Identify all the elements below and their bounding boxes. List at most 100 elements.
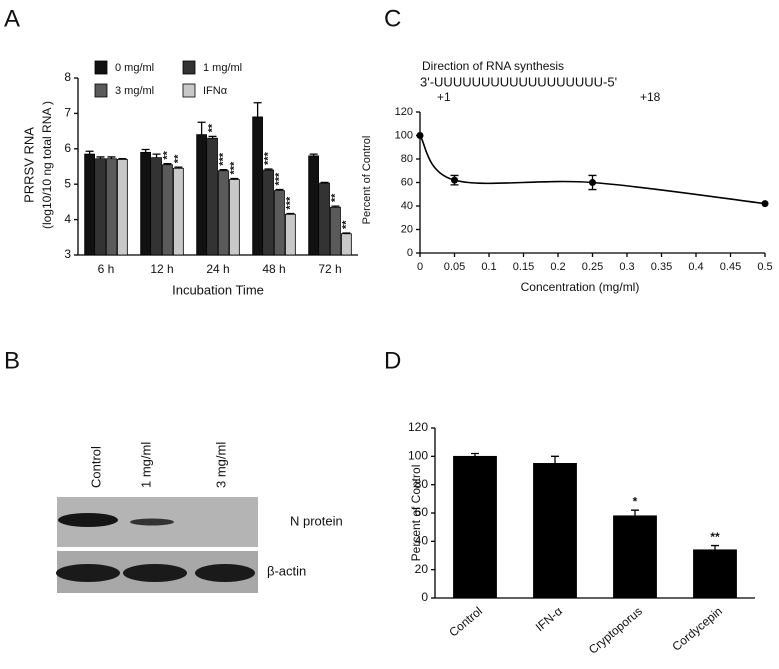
- significance: ***: [228, 161, 240, 175]
- bar: [453, 455, 497, 599]
- x-tick-label: 0.15: [513, 261, 534, 273]
- bar: [263, 169, 274, 256]
- x-tick-label: 0.4: [688, 261, 703, 273]
- band: [195, 564, 255, 582]
- significance: *: [633, 494, 638, 508]
- error-bar: [174, 166, 183, 169]
- x-tick-label: 0.05: [444, 261, 465, 273]
- y-tick-label: 120: [395, 106, 413, 118]
- point: [761, 200, 769, 208]
- y-tick-label: 4: [64, 212, 71, 226]
- panel-letter: A: [4, 5, 20, 32]
- y-axis-label: Percent of Control: [361, 136, 373, 225]
- x-tick-label: 0.3: [619, 261, 634, 273]
- significance: ***: [284, 196, 296, 210]
- error-bar: [141, 148, 150, 153]
- significance: ***: [273, 172, 285, 186]
- y-tick-label: 0: [407, 247, 413, 259]
- legend-label: 0 mg/ml: [115, 62, 154, 74]
- line: [419, 135, 766, 205]
- error-bar: [264, 168, 273, 171]
- error-bar: [219, 169, 228, 171]
- y-axis-label: Percent of Control: [409, 465, 423, 562]
- x-tick-label: Control: [446, 604, 485, 640]
- bar: [207, 137, 218, 256]
- start-label: +1: [437, 90, 451, 104]
- error-bar: [208, 135, 217, 139]
- bar: [252, 116, 263, 256]
- x-tick-label: 0.45: [720, 261, 741, 273]
- error-bar: [152, 153, 161, 158]
- error-bar: [331, 205, 340, 208]
- error-bar: [342, 232, 351, 234]
- x-tick-label: 0: [417, 261, 423, 273]
- bar: [106, 158, 117, 256]
- x-tick-label: IFN-α: [533, 604, 565, 634]
- significance: **: [206, 123, 218, 132]
- y-tick-label: 0: [421, 590, 428, 604]
- annotation: Direction of RNA synthesis: [422, 59, 564, 73]
- x-tick-label: 0.25: [582, 261, 603, 273]
- x-tick-label: 72 h: [318, 262, 341, 276]
- y-tick-label: 60: [415, 505, 429, 519]
- bar: [117, 159, 128, 256]
- significance: **: [340, 220, 352, 229]
- y-tick-label: 7: [64, 106, 71, 120]
- legend-swatch: [182, 83, 196, 98]
- y-tick-label: 80: [401, 153, 413, 165]
- error-bar: [253, 102, 262, 117]
- error-bar: [163, 163, 172, 165]
- bar: [341, 233, 352, 256]
- x-tick-label: 0.2: [550, 261, 565, 273]
- bar: [162, 164, 173, 256]
- legend-swatch: [94, 83, 108, 98]
- row-label: N protein: [290, 513, 343, 528]
- y-tick-label: 5: [64, 176, 71, 190]
- error-bar: [96, 156, 105, 159]
- band: [56, 564, 120, 582]
- bar: [330, 206, 341, 256]
- band: [130, 518, 174, 526]
- y-tick-label: 6: [64, 141, 71, 155]
- panel-letter: B: [4, 347, 20, 374]
- significance: **: [172, 154, 184, 163]
- legend-swatch: [182, 60, 196, 75]
- y-tick-label: 3: [64, 247, 71, 261]
- x-tick-label: Cordycepin: [669, 604, 725, 654]
- bar: [84, 153, 95, 256]
- error-bar: [197, 121, 206, 135]
- bar: [613, 515, 657, 599]
- bar: [196, 134, 207, 256]
- y-tick-label: 20: [401, 223, 413, 235]
- y-tick-label: 100: [408, 449, 428, 463]
- x-tick-label: 0.1: [481, 261, 496, 273]
- bar: [218, 170, 229, 256]
- lane-label: 3 mg/ml: [213, 442, 228, 488]
- x-tick-label: 24 h: [206, 262, 229, 276]
- y-axis-label: (log10/10 ng total RNA ): [40, 101, 54, 229]
- x-tick-label: 12 h: [150, 262, 173, 276]
- row-label: β-actin: [267, 563, 306, 578]
- significance: ***: [217, 152, 229, 166]
- significance: **: [161, 150, 173, 159]
- bar: [285, 213, 296, 256]
- error-bar: [711, 544, 719, 550]
- bar: [693, 549, 737, 599]
- x-tick-label: 0.5: [757, 261, 772, 273]
- x-tick-label: 48 h: [262, 262, 285, 276]
- bar: [140, 151, 151, 256]
- error-bar: [230, 177, 239, 180]
- y-tick-label: 60: [401, 176, 413, 188]
- panel-letter: D: [384, 347, 401, 374]
- x-axis-label: Incubation Time: [172, 282, 264, 297]
- bar: [274, 190, 285, 256]
- error-bar: [275, 188, 284, 191]
- y-tick-label: 80: [415, 477, 429, 491]
- legend-label: 3 mg/ml: [115, 85, 154, 97]
- significance: ***: [262, 151, 274, 165]
- error-bar: [118, 158, 127, 160]
- bar: [229, 179, 240, 256]
- point: [416, 132, 424, 139]
- error-bar: [85, 150, 94, 155]
